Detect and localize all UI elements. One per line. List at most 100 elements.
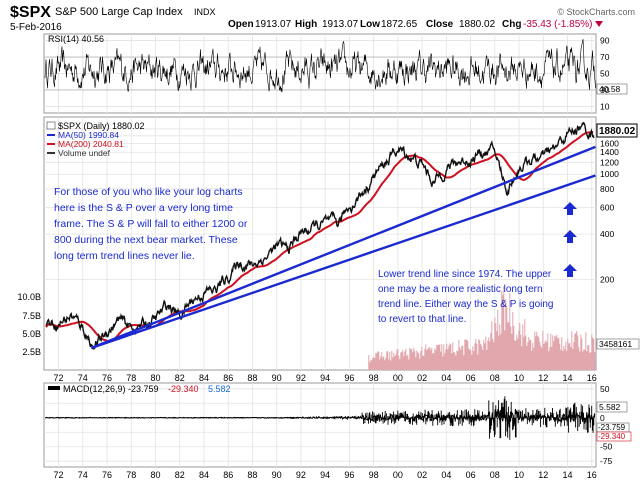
volume-axis-label: 2.5B (22, 347, 41, 357)
rsi-value-label: 40.58 (599, 84, 621, 94)
quote-label: Open (228, 19, 254, 30)
rsi-axis-label: 70 (600, 52, 610, 62)
x-tick-label: 78 (126, 470, 136, 480)
quote-label: Low (360, 19, 380, 30)
header: $SPX S&P 500 Large Cap Index INDX 5-Feb-… (10, 4, 635, 33)
x-tick-label: 76 (102, 470, 112, 480)
macd-signal-label: -29.340 (598, 432, 626, 441)
quote-date: 5-Feb-2016 (10, 22, 62, 33)
quote-label: Chg (502, 19, 521, 30)
price-axis-label: 400 (600, 229, 614, 239)
x-tick-label: 10 (514, 373, 524, 383)
annotation-line: Lower trend line since 1974. The upper (378, 269, 552, 280)
price-axis-label: 1200 (600, 157, 619, 167)
legend-label: Volume undef (58, 148, 111, 158)
quote-row: Open 1913.07 High 1913.07 Low 1872.65 Close 188… (228, 19, 603, 30)
price-axis-label: 1000 (600, 169, 619, 179)
macd-line (45, 408, 595, 427)
quote-value: 1872.65 (381, 19, 418, 30)
rsi-axis-label: 90 (600, 36, 610, 46)
down-triangle-icon (595, 21, 603, 27)
x-tick-label: 90 (272, 470, 282, 480)
rsi-legend: RSI(14) 40.56 (48, 34, 104, 44)
exchange: INDX (194, 7, 216, 17)
macd-legend: MACD(12,26,9) -23.759 -29.340 5.582 (48, 384, 231, 394)
macd-legend-swatch (48, 386, 60, 390)
x-tick-label: 10 (514, 470, 524, 480)
annotation-line: For those of you who like your log chart… (54, 186, 243, 198)
annotation-line: here is the S & P over a very long time (54, 202, 233, 214)
annotation-top-left: For those of you who like your log chart… (54, 186, 248, 262)
x-tick-label: 14 (563, 373, 573, 383)
trend-line-lower (90, 174, 596, 350)
x-tick-label: 74 (78, 373, 88, 383)
macd-axis-label: -75 (600, 456, 613, 466)
rsi-value-box (596, 83, 628, 95)
macd-axis-label: 50 (600, 384, 610, 394)
rsi-axis-label: 30 (600, 85, 610, 95)
up-arrow-icon (563, 202, 577, 215)
x-tick-label: 88 (247, 373, 257, 383)
close-price-box (596, 123, 638, 138)
x-tick-label: 02 (417, 470, 427, 480)
rsi-axis-label: 10 (600, 101, 610, 111)
legend-swatch (47, 152, 55, 154)
quote-value: -35.43 (-1.85%) (523, 19, 592, 30)
rsi-axis-label: 50 (600, 69, 610, 79)
x-tick-label: 12 (538, 373, 548, 383)
legend-swatch (47, 143, 55, 145)
candle-icon (46, 121, 56, 130)
annotation-line: to revert to that line. (378, 314, 466, 325)
quote-label: High (295, 19, 317, 30)
quote-value: 1913.07 (322, 19, 359, 30)
x-tick-label: 88 (247, 470, 257, 480)
x-axis-labels: 72 74 76 78 80 82 84 86 88 90 92 94 96 98 00 02 04 06 08 10… (54, 373, 597, 383)
x-tick-label: 00 (393, 373, 403, 383)
x-tick-label: 80 (150, 470, 160, 480)
x-tick-label: 94 (320, 373, 330, 383)
legend-label: MA(200) 2040.81 (58, 139, 124, 149)
legend-label: MA(50) 1990.84 (58, 130, 119, 140)
x-tick-label: 84 (199, 470, 209, 480)
price-axis-label: 1400 (600, 147, 619, 157)
symbol: $SPX (10, 4, 51, 21)
volume-value-box (596, 338, 640, 350)
price-axis-label: 1600 (600, 138, 619, 148)
volume-axis-label: 10.0B (17, 292, 41, 302)
macd-value-label: -23.759 (598, 423, 626, 432)
x-tick-label: 82 (175, 470, 185, 480)
ma200-line (45, 130, 594, 343)
x-tick-label: 90 (272, 373, 282, 383)
x-tick-label: 00 (393, 470, 403, 480)
x-tick-label: 04 (441, 470, 451, 480)
quote-value: 1913.07 (255, 19, 292, 30)
x-tick-label: 12 (538, 470, 548, 480)
x-tick-label: 06 (466, 373, 476, 383)
x-tick-label: 80 (150, 373, 160, 383)
annotation-line: long term trend lines never lie. (54, 250, 195, 262)
macd-legend-value: -23.759 (128, 384, 159, 394)
x-tick-label: 86 (223, 470, 233, 480)
macd-hist-box (596, 401, 628, 413)
x-tick-label: 92 (296, 373, 306, 383)
quote-value: 1880.02 (459, 19, 496, 30)
x-tick-label: 08 (490, 373, 500, 383)
x-tick-label: 04 (441, 373, 451, 383)
price-legend: $SPX (Daily) 1880.02 MA(50) 1990.84MA(20… (46, 121, 145, 158)
macd-signal-box (596, 431, 632, 442)
x-tick-label: 72 (54, 470, 64, 480)
x-tick-label: 74 (78, 470, 88, 480)
x-tick-label: 92 (296, 470, 306, 480)
watermark: © StockCharts.com (557, 7, 635, 17)
price-line (45, 121, 595, 350)
x-tick-label: 16 (587, 373, 597, 383)
macd-axis-label: 0 (600, 413, 605, 423)
legend-swatch (47, 134, 55, 136)
annotation-line: 800 during the next bear market. These (54, 234, 238, 246)
price-axis-label: 200 (600, 274, 614, 284)
rsi-line (44, 39, 596, 93)
x-tick-label: 76 (102, 373, 112, 383)
x-tick-label: 78 (126, 373, 136, 383)
price-legend-title: $SPX (Daily) 1880.02 (58, 121, 145, 131)
annotation-line: one may be a more realistic long tern (378, 284, 543, 295)
